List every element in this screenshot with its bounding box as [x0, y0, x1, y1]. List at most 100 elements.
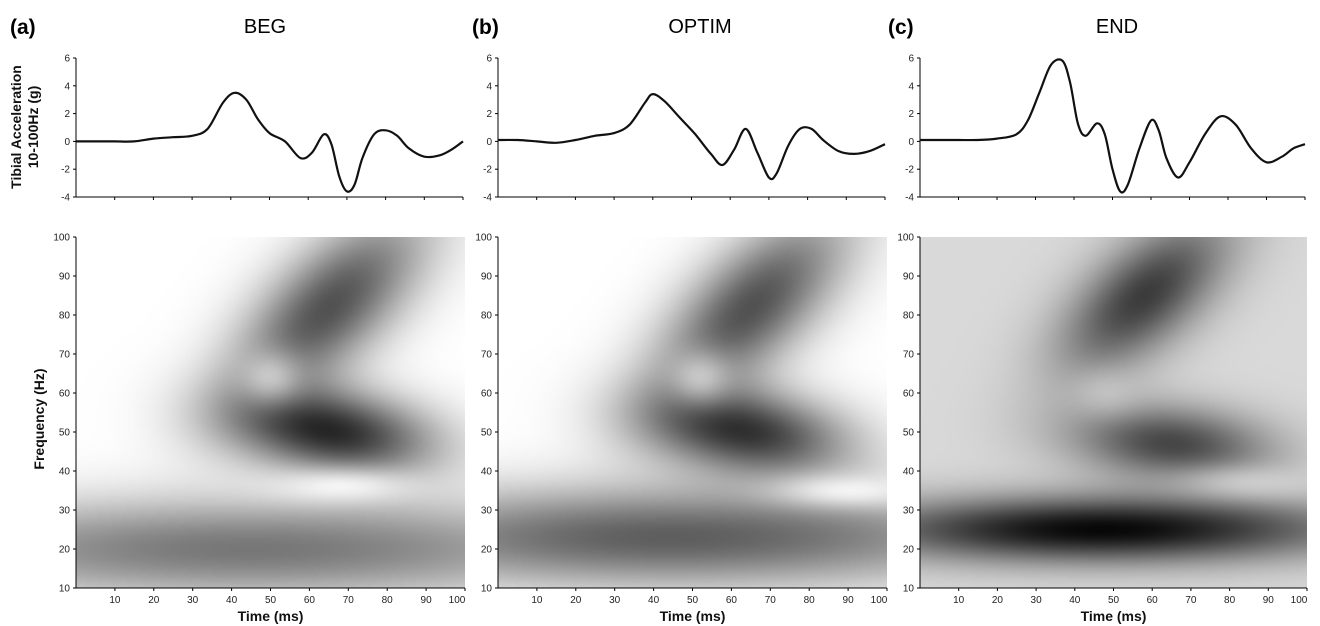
panel-titles: (a) BEG (b) OPTIM (c) END [10, 16, 1138, 39]
y-tick-label: 6 [486, 54, 492, 65]
y-tick-label: 10 [59, 584, 71, 595]
y-tick-label: 20 [903, 545, 915, 556]
x-tick-label: 40 [1069, 595, 1081, 606]
y-tick-label: 2 [486, 109, 492, 120]
spectrogram-image [76, 237, 465, 588]
spectrogram-3: 10 20 30 40 50 60 70 80 90 100 10 20 30 40 50 60 70 80 90 1… [897, 233, 1307, 625]
y-tick-label: 90 [481, 272, 493, 283]
x-tick-label: 60 [1147, 595, 1159, 606]
x-tick-label: 50 [687, 595, 699, 606]
y-tick-label: -4 [61, 193, 70, 204]
y-tick-label: 10 [903, 584, 915, 595]
x-tick-label: 70 [1185, 595, 1197, 606]
acceleration-chart-3: -4 -2 0 2 4 6 [905, 54, 1306, 204]
x-tick-label: 100 [1291, 595, 1308, 606]
frequency-ylabel: Frequency (Hz) [31, 368, 47, 469]
acceleration-trace [920, 58, 1306, 194]
x-tick-label: 70 [765, 595, 777, 606]
y-tick-label: 60 [59, 389, 71, 400]
acceleration-trace [75, 91, 464, 193]
x-tick-label: 80 [382, 595, 394, 606]
x-tick-label: 80 [804, 595, 816, 606]
panel-label-b: (b) [472, 16, 499, 39]
y-tick-label: 6 [64, 54, 70, 65]
y-tick-label: 2 [64, 109, 70, 120]
spectrogram-2: 10 20 30 40 50 60 70 80 90 100 10 20 30 40 50 60 70 80 90 1… [475, 233, 887, 625]
y-tick-label: 30 [481, 506, 493, 517]
y-tick-label: 90 [59, 272, 71, 283]
title-optim: OPTIM [668, 16, 731, 38]
y-tick-label: 0 [64, 137, 70, 148]
x-tick-label: 100 [871, 595, 888, 606]
y-tick-label: 60 [903, 389, 915, 400]
acceleration-ylabel: Tibial Acceleration 10-100Hz (g) [8, 65, 41, 189]
acceleration-chart-2: -4 -2 0 2 4 6 [483, 54, 886, 204]
x-tick-label: 70 [343, 595, 355, 606]
y-tick-label: 4 [908, 81, 914, 92]
acceleration-ylabel-line2: 10-100Hz (g) [25, 86, 41, 168]
y-tick-label: -2 [905, 165, 914, 176]
x-tick-label: 60 [726, 595, 738, 606]
x-tick-label: 50 [265, 595, 277, 606]
y-tick-label: 6 [908, 54, 914, 65]
y-tick-label: 30 [903, 506, 915, 517]
y-tick-label: -2 [483, 165, 492, 176]
y-tick-label: 0 [908, 137, 914, 148]
y-tick-label: -2 [61, 165, 70, 176]
x-tick-label: 30 [1031, 595, 1043, 606]
x-tick-label: 20 [570, 595, 582, 606]
y-tick-label: 40 [481, 467, 493, 478]
y-tick-label: 30 [59, 506, 71, 517]
y-tick-label: 20 [59, 545, 71, 556]
x-tick-label: 40 [226, 595, 238, 606]
y-tick-label: 50 [59, 428, 71, 439]
y-tick-label: 90 [903, 272, 915, 283]
x-tick-label: 90 [843, 595, 855, 606]
y-tick-label: 100 [53, 233, 70, 244]
spectrogram-image [498, 237, 887, 588]
x-tick-label: 10 [953, 595, 965, 606]
y-tick-label: 40 [903, 467, 915, 478]
y-tick-label: -4 [905, 193, 914, 204]
x-tick-label: 10 [531, 595, 543, 606]
y-tick-label: 4 [64, 81, 70, 92]
y-tick-label: 40 [59, 467, 71, 478]
x-tick-label: 20 [148, 595, 160, 606]
x-tick-label: 50 [1108, 595, 1120, 606]
y-tick-label: 80 [481, 311, 493, 322]
acceleration-chart-1: -4 -2 0 2 4 6 [61, 54, 464, 204]
y-tick-label: 50 [903, 428, 915, 439]
title-beg: BEG [244, 16, 286, 38]
y-tick-label: 20 [481, 545, 493, 556]
y-tick-label: 70 [481, 350, 493, 361]
y-tick-label: 100 [475, 233, 492, 244]
acceleration-trace [497, 93, 886, 181]
x-tick-label: 30 [609, 595, 621, 606]
x-tick-label: 90 [421, 595, 433, 606]
y-tick-label: -4 [483, 193, 492, 204]
time-xlabel: Time (ms) [660, 608, 726, 624]
panel-label-a: (a) [10, 16, 36, 39]
y-tick-label: 100 [897, 233, 914, 244]
time-xlabel: Time (ms) [1081, 608, 1147, 624]
x-tick-label: 90 [1263, 595, 1275, 606]
x-tick-label: 40 [648, 595, 660, 606]
y-tick-label: 70 [903, 350, 915, 361]
y-tick-label: 10 [481, 584, 493, 595]
y-tick-label: 4 [486, 81, 492, 92]
time-xlabel: Time (ms) [238, 608, 304, 624]
title-end: END [1096, 16, 1138, 38]
spectrogram-image [920, 237, 1307, 588]
x-tick-label: 30 [187, 595, 199, 606]
y-tick-label: 70 [59, 350, 71, 361]
x-tick-label: 100 [449, 595, 466, 606]
y-tick-label: 0 [486, 137, 492, 148]
y-tick-label: 80 [59, 311, 71, 322]
x-tick-label: 80 [1224, 595, 1236, 606]
x-tick-label: 60 [304, 595, 316, 606]
y-tick-label: 60 [481, 389, 493, 400]
acceleration-ylabel-line1: Tibial Acceleration [8, 65, 24, 189]
x-tick-label: 20 [992, 595, 1004, 606]
y-tick-label: 50 [481, 428, 493, 439]
